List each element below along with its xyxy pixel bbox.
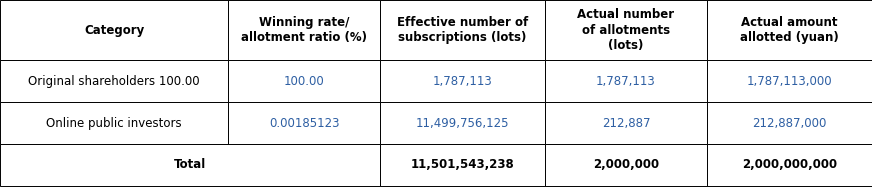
Bar: [380, 0, 545, 60]
Text: 2,000,000,000: 2,000,000,000: [742, 159, 837, 172]
Text: 11,501,543,238: 11,501,543,238: [411, 159, 514, 172]
Text: Effective number of
subscriptions (lots): Effective number of subscriptions (lots): [397, 16, 528, 44]
Text: 100.00: 100.00: [283, 74, 324, 87]
Text: 212,887,000: 212,887,000: [753, 116, 827, 130]
Text: 0.00185123: 0.00185123: [269, 116, 339, 130]
Text: 11,499,756,125: 11,499,756,125: [416, 116, 509, 130]
Text: 1,787,113,000: 1,787,113,000: [746, 74, 832, 87]
Bar: [707, 144, 872, 186]
Bar: [380, 102, 545, 144]
Bar: [380, 60, 545, 102]
Text: Online public investors: Online public investors: [46, 116, 182, 130]
Bar: [228, 0, 380, 60]
Bar: [707, 0, 872, 60]
Bar: [545, 0, 707, 60]
Text: 212,887: 212,887: [602, 116, 651, 130]
Bar: [545, 144, 707, 186]
Text: 1,787,113: 1,787,113: [596, 74, 656, 87]
Bar: [707, 102, 872, 144]
Text: Actual amount
allotted (yuan): Actual amount allotted (yuan): [740, 16, 839, 44]
Bar: [228, 60, 380, 102]
Bar: [545, 60, 707, 102]
Text: Category: Category: [84, 24, 144, 36]
Text: 2,000,000: 2,000,000: [593, 159, 659, 172]
Text: Winning rate/
allotment ratio (%): Winning rate/ allotment ratio (%): [241, 16, 367, 44]
Bar: [707, 60, 872, 102]
Bar: [0, 144, 380, 186]
Text: Total: Total: [174, 159, 206, 172]
Text: 1,787,113: 1,787,113: [433, 74, 493, 87]
Text: Original shareholders 100.00: Original shareholders 100.00: [28, 74, 200, 87]
Bar: [0, 0, 228, 60]
Bar: [0, 60, 228, 102]
Text: Actual number
of allotments
(lots): Actual number of allotments (lots): [577, 8, 675, 52]
Bar: [545, 102, 707, 144]
Bar: [228, 102, 380, 144]
Bar: [0, 102, 228, 144]
Bar: [380, 144, 545, 186]
